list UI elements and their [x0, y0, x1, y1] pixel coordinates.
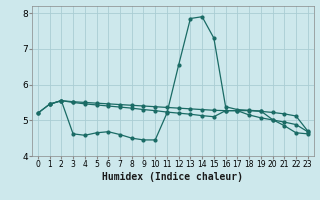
X-axis label: Humidex (Indice chaleur): Humidex (Indice chaleur)	[102, 172, 243, 182]
